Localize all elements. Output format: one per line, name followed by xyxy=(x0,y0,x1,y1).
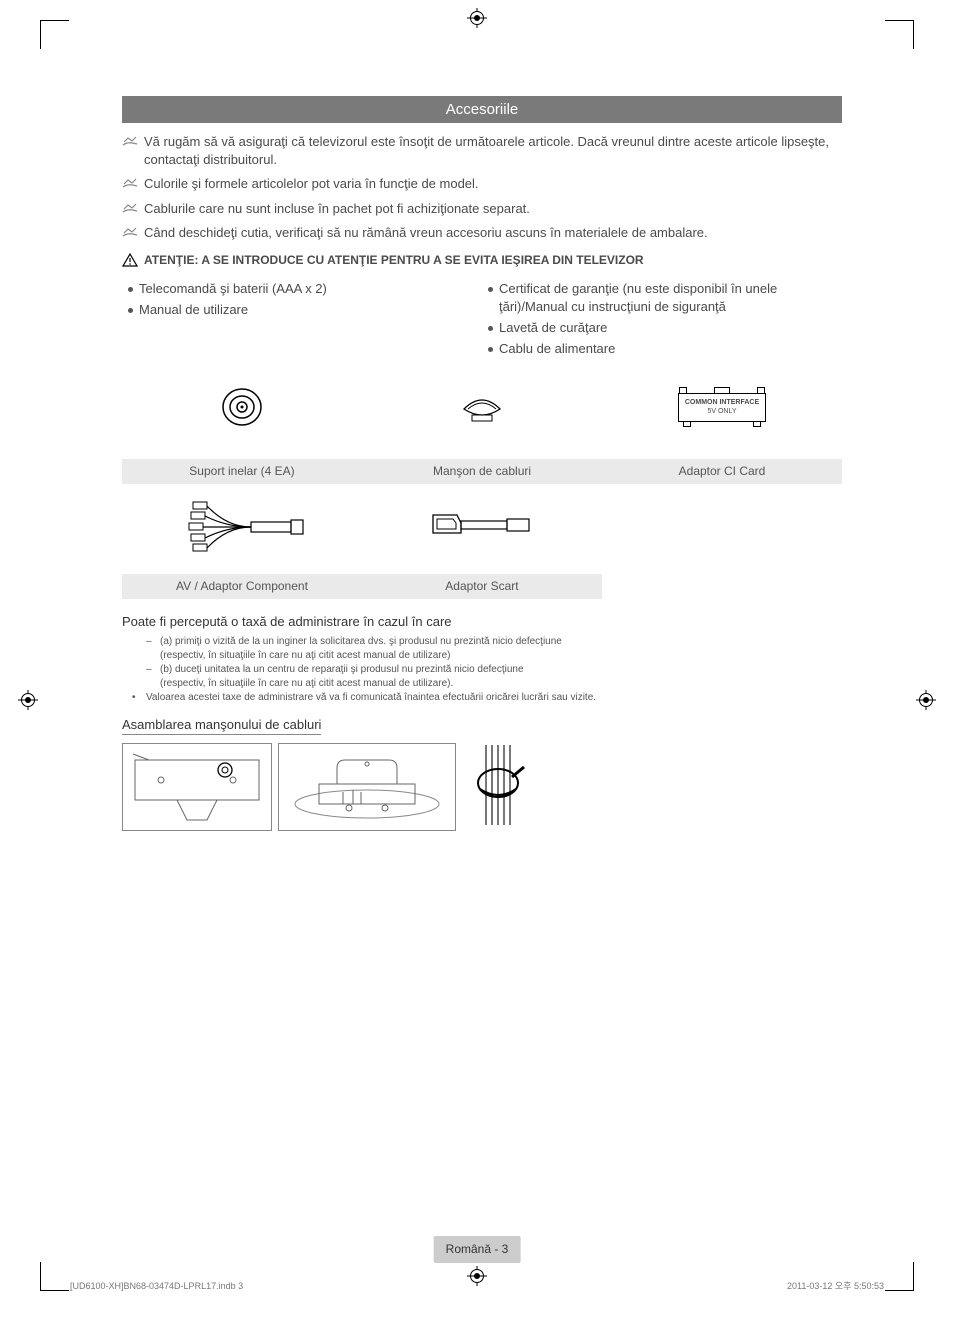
assembly-diagrams xyxy=(122,743,842,831)
cable-sleeve-icon xyxy=(362,375,602,439)
accessory-grid-2 xyxy=(122,494,842,558)
fee-b2: (respectiv, în situaţiile în care nu aţi… xyxy=(160,678,453,689)
accessory-labels-2: AV / Adaptor Component Adaptor Scart . xyxy=(122,568,842,599)
registration-mark-icon xyxy=(18,690,38,710)
warning-icon xyxy=(122,253,138,267)
fee-b: (b) duceţi unitatea la un centru de repa… xyxy=(160,664,524,675)
warning-text: ATENŢIE: A SE INTRODUCE CU ATENŢIE PENTR… xyxy=(144,252,644,269)
crop-mark xyxy=(40,20,69,49)
page-footer-badge: Română - 3 xyxy=(434,1236,521,1263)
asm-diagram-3 xyxy=(462,743,534,829)
asm-diagram-2 xyxy=(278,743,456,831)
accessory-grid: COMMON INTERFACE 5V ONLY xyxy=(122,375,842,439)
accessory-labels: Suport inelar (4 EA) Manşon de cabluri A… xyxy=(122,453,842,484)
note-item: Cablurile care nu sunt incluse în pachet… xyxy=(122,200,842,218)
item-text: Manual de utilizare xyxy=(139,301,248,319)
asm-diagram-1 xyxy=(122,743,272,831)
fee-details: –(a) primiţi o vizită de la un inginer l… xyxy=(122,635,842,705)
note-text: Culorile şi formele articolelor pot vari… xyxy=(144,175,842,193)
item-text: Telecomandă şi baterii (AAA x 2) xyxy=(139,280,327,298)
scart-adapter-icon xyxy=(362,494,602,558)
label-ci: Adaptor CI Card xyxy=(602,459,842,484)
fee-heading: Poate fi percepută o taxă de administrar… xyxy=(122,613,842,631)
section-title: Accesoriile xyxy=(122,96,842,123)
note-item: Culorile şi formele articolelor pot vari… xyxy=(122,175,842,193)
fee-note: Valoarea acestei taxe de administrare vă… xyxy=(146,691,596,705)
item-text: Cablu de alimentare xyxy=(499,340,615,358)
included-items: Telecomandă şi baterii (AAA x 2) Manual … xyxy=(122,277,842,362)
note-text: Când deschideţi cutia, verificaţi să nu … xyxy=(144,224,842,242)
note-item: Când deschideţi cutia, verificaţi să nu … xyxy=(122,224,842,242)
label-ring: Suport inelar (4 EA) xyxy=(122,459,362,484)
note-icon xyxy=(122,200,138,214)
footer-left: [UD6100-XH]BN68-03474D-LPRL17.indb 3 xyxy=(70,1280,243,1293)
warning-row: ATENŢIE: A SE INTRODUCE CU ATENŢIE PENTR… xyxy=(122,252,842,269)
note-icon xyxy=(122,133,138,147)
registration-mark-icon xyxy=(467,8,487,28)
registration-mark-icon xyxy=(916,690,936,710)
crop-mark xyxy=(885,20,914,49)
crop-mark xyxy=(885,1262,914,1291)
list-item: Lavetă de curăţare xyxy=(482,319,842,337)
av-adapter-icon xyxy=(122,494,362,558)
note-item: Vă rugăm să vă asiguraţi că televizorul … xyxy=(122,133,842,169)
registration-mark-icon xyxy=(467,1266,487,1286)
note-icon xyxy=(122,224,138,238)
list-item: Manual de utilizare xyxy=(122,301,482,319)
ring-holder-icon xyxy=(122,375,362,439)
list-item: Cablu de alimentare xyxy=(482,340,842,358)
item-text: Certificat de garanţie (nu este disponib… xyxy=(499,280,842,316)
label-av: AV / Adaptor Component xyxy=(122,574,362,599)
asm-heading: Asamblarea manşonului de cabluri xyxy=(122,716,321,735)
fee-a: (a) primiţi o vizită de la un inginer la… xyxy=(160,636,562,647)
list-item: Certificat de garanţie (nu este disponib… xyxy=(482,280,842,316)
ci-card-icon: COMMON INTERFACE 5V ONLY xyxy=(602,375,842,439)
label-sleeve: Manşon de cabluri xyxy=(362,459,602,484)
note-text: Vă rugăm să vă asiguraţi că televizorul … xyxy=(144,133,842,169)
note-text: Cablurile care nu sunt incluse în pachet… xyxy=(144,200,842,218)
footer-right: 2011-03-12 오후 5:50:53 xyxy=(787,1280,884,1293)
list-item: Telecomandă şi baterii (AAA x 2) xyxy=(122,280,482,298)
ci-text1: COMMON INTERFACE xyxy=(685,398,759,408)
item-text: Lavetă de curăţare xyxy=(499,319,607,337)
note-icon xyxy=(122,175,138,189)
crop-mark xyxy=(40,1262,69,1291)
ci-text2: 5V ONLY xyxy=(685,407,759,417)
label-scart: Adaptor Scart xyxy=(362,574,602,599)
fee-a2: (respectiv, în situaţiile în care nu aţi… xyxy=(160,650,451,661)
